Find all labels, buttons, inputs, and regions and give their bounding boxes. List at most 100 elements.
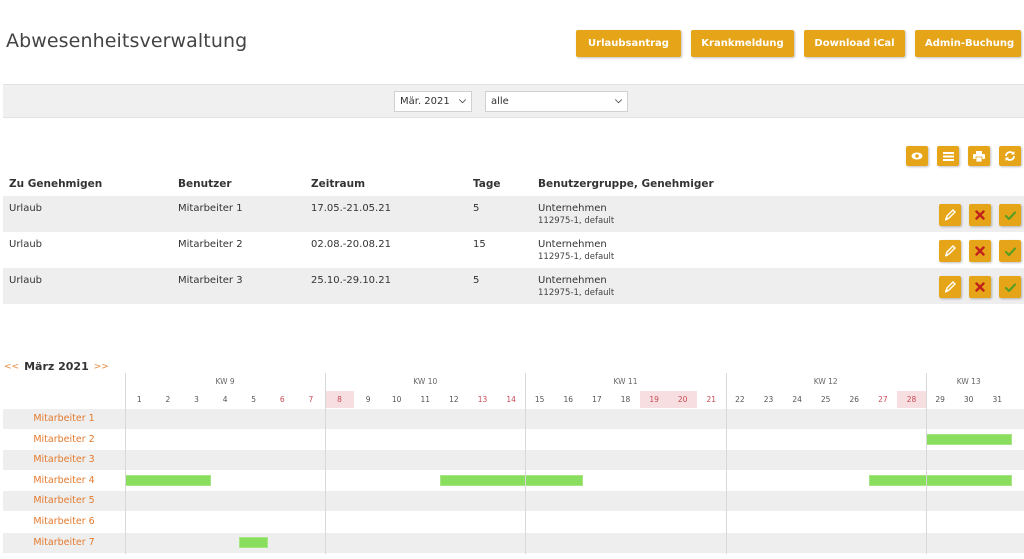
calendar-row: Mitarbeiter 5 bbox=[3, 491, 1024, 512]
week-label: KW 12 bbox=[813, 377, 838, 386]
group-approver: Unternehmen 112975-1, default bbox=[538, 203, 614, 226]
day-header: 29 bbox=[935, 395, 945, 404]
period: 02.08.-20.08.21 bbox=[311, 239, 391, 250]
employee-name[interactable]: Mitarbeiter 1 bbox=[33, 413, 95, 424]
day-header: 5 bbox=[251, 395, 257, 404]
absence-bar[interactable] bbox=[868, 474, 1012, 486]
day-header: 23 bbox=[763, 395, 774, 404]
day-header: 26 bbox=[849, 395, 860, 404]
view-button[interactable] bbox=[906, 146, 928, 166]
month-select-value: Mär. 2021 bbox=[400, 96, 450, 107]
print-icon bbox=[973, 150, 985, 162]
prev-month-button[interactable]: << bbox=[4, 361, 20, 372]
employee-name[interactable]: Mitarbeiter 6 bbox=[33, 516, 95, 527]
edit-button[interactable] bbox=[939, 240, 961, 262]
group-approver: Unternehmen 112975-1, default bbox=[538, 239, 614, 262]
week-label: KW 13 bbox=[956, 377, 981, 386]
edit-button[interactable] bbox=[939, 204, 961, 226]
view-toolbar bbox=[906, 146, 1021, 166]
calendar-row: Mitarbeiter 4 bbox=[3, 471, 1024, 491]
approve-button[interactable] bbox=[999, 204, 1021, 226]
reject-button[interactable] bbox=[969, 204, 991, 226]
reject-icon bbox=[975, 282, 985, 292]
chevron-down-icon: ⌵ bbox=[615, 96, 622, 106]
chevron-down-icon: ⌵ bbox=[459, 96, 466, 106]
approve-icon bbox=[1004, 246, 1016, 256]
absence-bar[interactable] bbox=[239, 536, 268, 548]
day-header: 31 bbox=[992, 395, 1003, 404]
group-name: Unternehmen bbox=[538, 275, 607, 286]
employee-name[interactable]: Mitarbeiter 3 bbox=[33, 454, 95, 466]
group-select-value: alle bbox=[491, 96, 509, 107]
reject-icon bbox=[975, 210, 985, 220]
week-divider bbox=[325, 373, 327, 554]
filter-bar: Mär. 2021 ⌵ alle ⌵ bbox=[3, 84, 1024, 118]
day-header: 1 bbox=[136, 395, 142, 404]
day-header: 13 bbox=[477, 395, 488, 404]
group-select[interactable]: alle ⌵ bbox=[485, 91, 628, 112]
download-ical-button[interactable]: Download iCal bbox=[804, 30, 905, 57]
approver: 112975-1, default bbox=[538, 288, 615, 298]
group-approver: Unternehmen 112975-1, default bbox=[538, 275, 614, 298]
krankmeldung-button[interactable]: Krankmeldung bbox=[691, 30, 794, 57]
day-header: 25 bbox=[820, 395, 831, 404]
admin-buchung-button[interactable]: Admin-Buchung bbox=[915, 30, 1021, 57]
day-header: 21 bbox=[706, 395, 717, 404]
employee-name[interactable]: Mitarbeiter 2 bbox=[33, 433, 95, 445]
edit-icon bbox=[944, 281, 956, 293]
approve-icon bbox=[1004, 210, 1016, 220]
approver: 112975-1, default bbox=[538, 216, 615, 226]
approve-button[interactable] bbox=[999, 240, 1021, 262]
day-header: 28 bbox=[897, 391, 926, 408]
day-header: 12 bbox=[449, 395, 459, 404]
day-header: 17 bbox=[592, 395, 602, 404]
refresh-button[interactable] bbox=[999, 146, 1021, 166]
employee-name[interactable]: Mitarbeiter 7 bbox=[33, 536, 95, 548]
day-header: 27 bbox=[878, 395, 888, 404]
row-actions bbox=[939, 240, 1021, 262]
calendar-nav: << März 2021 >> bbox=[4, 360, 109, 373]
calendar-row: Mitarbeiter 2 bbox=[3, 430, 1024, 450]
absence-type: Urlaub bbox=[9, 239, 43, 250]
day-header: 8 bbox=[325, 391, 354, 408]
refresh-icon bbox=[1005, 151, 1015, 161]
urlaubsantrag-button[interactable]: Urlaubsantrag bbox=[576, 30, 681, 57]
table-row: Urlaub Mitarbeiter 1 17.05.-21.05.21 5 U… bbox=[3, 196, 1024, 232]
period: 25.10.-29.10.21 bbox=[311, 275, 391, 286]
list-icon bbox=[942, 151, 954, 161]
absence-bar[interactable] bbox=[439, 474, 583, 486]
row-actions bbox=[939, 204, 1021, 226]
week-divider bbox=[125, 373, 126, 554]
next-month-button[interactable]: >> bbox=[93, 361, 109, 372]
user-name: Mitarbeiter 2 bbox=[178, 239, 243, 250]
print-button[interactable] bbox=[968, 146, 990, 166]
approve-button[interactable] bbox=[999, 276, 1021, 298]
row-actions bbox=[939, 276, 1021, 298]
reject-button[interactable] bbox=[969, 276, 991, 298]
day-header: 30 bbox=[963, 395, 974, 404]
edit-button[interactable] bbox=[939, 276, 961, 298]
absence-type: Urlaub bbox=[9, 275, 43, 286]
day-header: 18 bbox=[620, 395, 631, 404]
period: 17.05.-21.05.21 bbox=[311, 203, 391, 214]
approve-icon bbox=[1004, 282, 1016, 292]
absence-bar[interactable] bbox=[925, 433, 1012, 445]
list-button[interactable] bbox=[937, 146, 959, 166]
day-header: 22 bbox=[735, 395, 745, 404]
employee-name[interactable]: Mitarbeiter 5 bbox=[33, 495, 95, 507]
table-header: Zu Genehmigen Benutzer Zeitraum Tage Ben… bbox=[3, 173, 1024, 196]
week-label: KW 9 bbox=[215, 377, 235, 386]
absence-bar[interactable] bbox=[125, 474, 211, 486]
eye-icon bbox=[911, 152, 923, 160]
reject-button[interactable] bbox=[969, 240, 991, 262]
edit-icon bbox=[944, 209, 956, 221]
user-name: Mitarbeiter 1 bbox=[178, 203, 243, 214]
week-divider bbox=[525, 373, 527, 554]
column-header: Benutzergruppe, Genehmiger bbox=[538, 178, 714, 190]
week-divider bbox=[725, 373, 727, 554]
employee-name[interactable]: Mitarbeiter 4 bbox=[33, 474, 95, 486]
group-name: Unternehmen bbox=[538, 239, 607, 250]
month-select[interactable]: Mär. 2021 ⌵ bbox=[394, 91, 472, 112]
approver: 112975-1, default bbox=[538, 252, 615, 262]
column-header: Zeitraum bbox=[311, 178, 366, 190]
